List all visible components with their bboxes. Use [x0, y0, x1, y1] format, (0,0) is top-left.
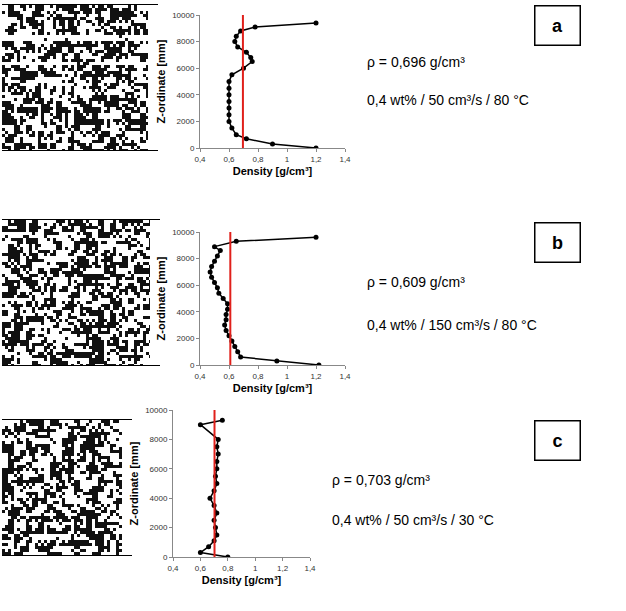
svg-text:0,6: 0,6 — [223, 372, 235, 381]
svg-text:4000: 4000 — [150, 494, 168, 503]
svg-text:10000: 10000 — [145, 406, 168, 415]
svg-text:Density [g/cm³]: Density [g/cm³] — [233, 165, 313, 177]
svg-text:0,8: 0,8 — [222, 564, 234, 573]
svg-text:Z-ordinate [mm]: Z-ordinate [mm] — [128, 441, 140, 525]
svg-text:2000: 2000 — [177, 334, 195, 343]
svg-text:6000: 6000 — [150, 465, 168, 474]
svg-text:ρ = 0,609 g/cm³: ρ = 0,609 g/cm³ — [367, 274, 465, 290]
svg-text:8000: 8000 — [150, 435, 168, 444]
svg-text:0,8: 0,8 — [252, 372, 264, 381]
svg-text:1: 1 — [285, 372, 290, 381]
svg-text:ρ = 0,703 g/cm³: ρ = 0,703 g/cm³ — [332, 472, 430, 488]
svg-text:c: c — [552, 431, 562, 451]
svg-text:0,4: 0,4 — [194, 372, 206, 381]
svg-text:0: 0 — [163, 553, 168, 562]
svg-text:1,2: 1,2 — [310, 372, 322, 381]
svg-text:0,4: 0,4 — [194, 155, 206, 164]
svg-text:Density [g/cm³]: Density [g/cm³] — [233, 382, 313, 394]
svg-text:10000: 10000 — [172, 11, 195, 20]
svg-text:0,4 wt% / 50 cm³/s / 30 °C: 0,4 wt% / 50 cm³/s / 30 °C — [332, 512, 494, 528]
svg-text:Density [g/cm³]: Density [g/cm³] — [202, 574, 282, 586]
svg-text:Z-ordinate [mm]: Z-ordinate [mm] — [155, 39, 167, 123]
svg-text:a: a — [552, 16, 563, 36]
svg-text:4000: 4000 — [177, 91, 195, 100]
svg-text:10000: 10000 — [172, 228, 195, 237]
svg-text:0,4 wt% / 50 cm³/s / 80 °C: 0,4 wt% / 50 cm³/s / 80 °C — [367, 92, 529, 108]
svg-text:2000: 2000 — [177, 117, 195, 126]
svg-text:4000: 4000 — [177, 308, 195, 317]
svg-text:0: 0 — [190, 144, 195, 153]
svg-text:1,4: 1,4 — [304, 564, 316, 573]
svg-text:1: 1 — [253, 564, 258, 573]
svg-text:1,4: 1,4 — [339, 155, 351, 164]
svg-text:1: 1 — [285, 155, 290, 164]
svg-text:1,2: 1,2 — [310, 155, 322, 164]
svg-text:1,2: 1,2 — [277, 564, 289, 573]
svg-text:ρ = 0,696 g/cm³: ρ = 0,696 g/cm³ — [367, 54, 465, 70]
svg-text:0,6: 0,6 — [223, 155, 235, 164]
svg-text:6000: 6000 — [177, 281, 195, 290]
svg-text:1,4: 1,4 — [339, 372, 351, 381]
svg-text:8000: 8000 — [177, 37, 195, 46]
svg-text:6000: 6000 — [177, 64, 195, 73]
svg-text:8000: 8000 — [177, 254, 195, 263]
svg-text:0,6: 0,6 — [195, 564, 207, 573]
svg-text:0,4: 0,4 — [167, 564, 179, 573]
svg-text:0,8: 0,8 — [252, 155, 264, 164]
svg-text:0: 0 — [190, 361, 195, 370]
svg-text:0,4 wt% / 150 cm³/s / 80 °C: 0,4 wt% / 150 cm³/s / 80 °C — [367, 317, 537, 333]
svg-text:b: b — [552, 233, 563, 253]
svg-text:Z-ordinate [mm]: Z-ordinate [mm] — [155, 256, 167, 340]
svg-text:2000: 2000 — [150, 523, 168, 532]
